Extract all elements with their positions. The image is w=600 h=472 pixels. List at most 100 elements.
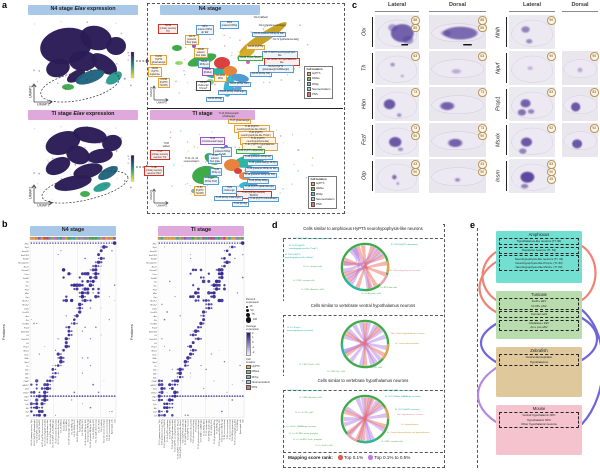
gene-label-bar xyxy=(505,17,507,47)
svg-text:SoxB2: SoxB2 xyxy=(151,259,158,261)
legend-label: DiMes xyxy=(251,370,260,374)
svg-text:N4-71 (epithelial sensory): N4-71 (epithelial sensory) xyxy=(95,419,98,443)
svg-text:Sox1/2/3: Sox1/2/3 xyxy=(21,255,30,257)
features-axis-label: Features xyxy=(129,324,134,340)
cluster-id-badge: 90 xyxy=(590,52,599,61)
svg-text:TI-14 (photoreceptor cholinerg: TI-14 (photoreceptor cholinergic) xyxy=(197,419,200,449)
species-box-mouse: Mouse Ventral hypothalamic NPC Hypothalami… xyxy=(496,405,582,455)
svg-text:TI-36 (neurohypophysis-like): TI-36 (neurohypophysis-like) xyxy=(234,419,237,445)
panel-a-label: a xyxy=(2,0,8,10)
svg-text:GlyT: GlyT xyxy=(152,396,157,398)
avg-tick: 0 xyxy=(252,341,254,345)
umap-elav-plot: UMAP1 UMAP2 xyxy=(28,20,135,107)
cluster-id-badge: 63 xyxy=(411,52,420,61)
embryo-image xyxy=(509,159,555,193)
cluster-id-badge: 73 xyxy=(411,124,420,133)
dotplot-header: TI stage xyxy=(158,226,244,236)
avg-tick: 2 xyxy=(252,331,254,335)
svg-text:TI-56 (tailbud): TI-56 (tailbud) xyxy=(195,419,198,432)
gene-label-Otp: Otp xyxy=(361,171,368,181)
cluster-id-badge: 83 xyxy=(547,160,556,169)
svg-text:TI-96 (primary sensory 'Pkd2l1: TI-96 (primary sensory 'Pkd2l1') xyxy=(163,419,166,448)
percent-expressed-item: 75 xyxy=(246,312,264,317)
embryo-image xyxy=(429,159,486,193)
svg-text:Glia: Glia xyxy=(114,418,116,423)
cluster-id-badge: 90 xyxy=(547,16,556,25)
svg-text:Isl: Isl xyxy=(155,335,158,337)
svg-text:Neurogenin: Neurogenin xyxy=(146,261,157,264)
svg-text:Prop1: Prop1 xyxy=(151,346,156,349)
header-underline xyxy=(562,10,598,12)
svg-text:N4-26 (RhSp): N4-26 (RhSp) xyxy=(79,419,81,432)
species-item: Hypothalamic NPC xyxy=(526,417,552,422)
svg-text:Lhx5: Lhx5 xyxy=(24,308,29,310)
cell-location-item: PNS xyxy=(246,384,264,390)
svg-text:Tph: Tph xyxy=(25,404,29,406)
species-box-tunicate: Tunicate FoxP+ aSV Ci-VP+ pSV Coronet cells… xyxy=(496,291,582,339)
cluster-id-badge: 85 xyxy=(411,23,420,33)
svg-text:N4-9 (posterior RhSp dp): N4-9 (posterior RhSp dp) xyxy=(87,419,90,442)
species-item: Neurohypophysis-like neurons (TI: 43) xyxy=(514,256,564,261)
species-group: Neurohypophysis-like neurons (TI: 43) Neu… xyxy=(499,255,579,272)
svg-text:TI-41 (HyPTh neurons): TI-41 (HyPTh neurons) xyxy=(187,419,190,440)
svg-text:Ascl1: Ascl1 xyxy=(23,265,29,268)
svg-text:TI-28 (glutamatergic RhSp): TI-28 (glutamatergic RhSp) xyxy=(213,419,216,444)
embryo-image xyxy=(562,51,598,85)
svg-text:Hdc: Hdc xyxy=(153,377,157,379)
cluster-id-badge: 90 xyxy=(547,52,556,61)
cluster-id-badge: 45 xyxy=(547,175,556,184)
gene-label-Insm: Insm xyxy=(495,170,502,182)
svg-text:NeuroD: NeuroD xyxy=(150,269,158,272)
gene-label-Th: Th xyxy=(361,64,368,72)
svg-text:Neurogenin: Neurogenin xyxy=(18,261,29,264)
svg-text:Otx: Otx xyxy=(26,284,30,287)
svg-text:TI-21 (neuroectoderm): TI-21 (neuroectoderm) xyxy=(223,419,226,440)
species-group: Aristaless+ aSV Arx+ pro-aSV xyxy=(499,319,579,332)
cell-location-item: HyPTh xyxy=(246,364,264,370)
svg-text:GlyT: GlyT xyxy=(24,396,29,398)
species-item: Aristaless+ aSV xyxy=(528,320,550,325)
gene-label-Hbn: Hbn xyxy=(361,98,368,110)
svg-text:N4-35 (HyPTh neurosecretory): N4-35 (HyPTh neurosecretory) xyxy=(41,419,44,447)
svg-text:TI-31 (RhSp): TI-31 (RhSp) xyxy=(237,419,239,431)
gene-label-bar xyxy=(505,161,507,191)
svg-text:UMAP2: UMAP2 xyxy=(28,86,32,98)
svg-text:Syt1: Syt1 xyxy=(153,246,157,249)
svg-text:Lhx2/9: Lhx2/9 xyxy=(23,312,30,314)
percent-expressed-title: Percent expressed xyxy=(246,298,259,304)
embryo-image xyxy=(562,123,598,157)
svg-text:Hdc: Hdc xyxy=(25,377,29,379)
panel-e-separator xyxy=(477,228,478,468)
svg-text:Gad: Gad xyxy=(25,389,30,391)
cluster-id-badge: 85 xyxy=(478,23,487,33)
svg-text:Dll: Dll xyxy=(26,416,29,418)
svg-text:Arx: Arx xyxy=(153,315,158,318)
svg-text:Th: Th xyxy=(26,366,29,368)
svg-text:Elav: Elav xyxy=(25,243,30,245)
species-group: Dopamine neurons (TI: 63) xyxy=(499,246,579,254)
svg-text:Pax4/6: Pax4/6 xyxy=(150,323,157,326)
cluster-id-badge: 90 xyxy=(411,167,420,177)
svg-text:Nkx2-1: Nkx2-1 xyxy=(22,301,28,303)
embryo-image xyxy=(509,87,555,121)
panel-e-label: e xyxy=(470,220,476,230)
gene-label-bar xyxy=(371,17,373,47)
svg-text:N4-30 (DiMes): N4-30 (DiMes) xyxy=(61,419,63,433)
embryo-image xyxy=(509,15,555,49)
svg-text:TI-18 (anterior floor plate): TI-18 (anterior floor plate) xyxy=(189,419,192,443)
svg-text:Ddc: Ddc xyxy=(25,370,29,372)
gene-label-bar xyxy=(371,125,373,155)
svg-text:N4-54 (HyPTh glut/GABAergic): N4-54 (HyPTh glut/GABAergic) xyxy=(52,419,55,448)
cluster-id-badge: 83 xyxy=(590,88,599,97)
svg-text:TI-98 (primary sensory 'Pkd'): TI-98 (primary sensory 'Pkd') xyxy=(161,419,164,445)
gene-label-Nhlh: Nhlh xyxy=(495,26,502,38)
percent-dot xyxy=(246,308,249,312)
svg-text:Duf: Duf xyxy=(26,412,30,414)
svg-text:Tal: Tal xyxy=(26,343,29,345)
cluster-id-badge: 92 xyxy=(547,124,556,133)
gene-label-bar xyxy=(505,125,507,155)
svg-text:TI-13 (HyPTh glutamatergic): TI-13 (HyPTh glutamatergic) xyxy=(184,419,187,445)
svg-text:N4-41 (MNs): N4-41 (MNs) xyxy=(66,419,68,431)
header-underline xyxy=(429,10,486,12)
svg-text:TI-29 (RhSp vp): TI-29 (RhSp vp) xyxy=(216,419,218,434)
